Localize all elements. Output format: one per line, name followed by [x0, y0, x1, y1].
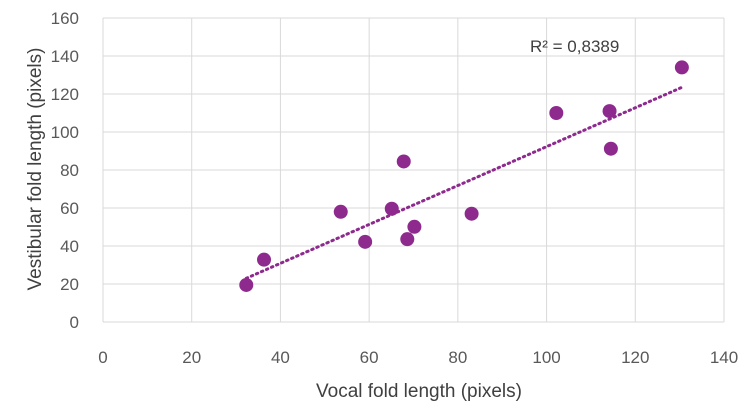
x-tick-label: 100 [532, 348, 560, 367]
x-tick-label: 60 [360, 348, 379, 367]
y-tick-label: 160 [51, 9, 79, 28]
x-tick-label: 140 [710, 348, 738, 367]
y-tick-label: 0 [70, 313, 79, 332]
data-point [400, 232, 415, 247]
y-tick-label: 100 [51, 123, 79, 142]
data-point [358, 234, 373, 249]
y-axis-tick-labels: 0 20 40 60 80 100 120 140 160 [51, 9, 79, 332]
data-point [333, 204, 348, 219]
data-point [257, 252, 272, 267]
data-point [407, 219, 422, 234]
x-axis-title: Vocal fold length (pixels) [316, 381, 522, 402]
data-points [239, 60, 689, 292]
y-tick-label: 40 [60, 237, 79, 256]
data-point [603, 141, 618, 156]
x-axis-tick-labels: 0 20 40 60 80 100 120 140 [98, 348, 738, 367]
data-point [464, 206, 479, 221]
data-point [384, 201, 399, 216]
data-point [396, 154, 411, 169]
y-axis-title: Vestibular fold length (pixels) [25, 48, 46, 291]
x-tick-label: 120 [621, 348, 649, 367]
y-tick-label: 60 [60, 199, 79, 218]
trendline [244, 85, 684, 280]
r-squared-annotation: R² = 0,8389 [530, 37, 619, 56]
x-tick-label: 20 [182, 348, 201, 367]
y-tick-label: 80 [60, 161, 79, 180]
y-tick-label: 140 [51, 47, 79, 66]
data-point [602, 104, 617, 119]
x-tick-label: 80 [448, 348, 467, 367]
y-tick-label: 120 [51, 85, 79, 104]
trendline-group [244, 85, 684, 280]
gridlines [102, 17, 725, 323]
data-point [674, 60, 689, 75]
x-tick-label: 0 [98, 348, 107, 367]
y-tick-label: 20 [60, 275, 79, 294]
data-point [549, 106, 564, 120]
data-point [239, 277, 254, 292]
x-tick-label: 40 [271, 348, 290, 367]
